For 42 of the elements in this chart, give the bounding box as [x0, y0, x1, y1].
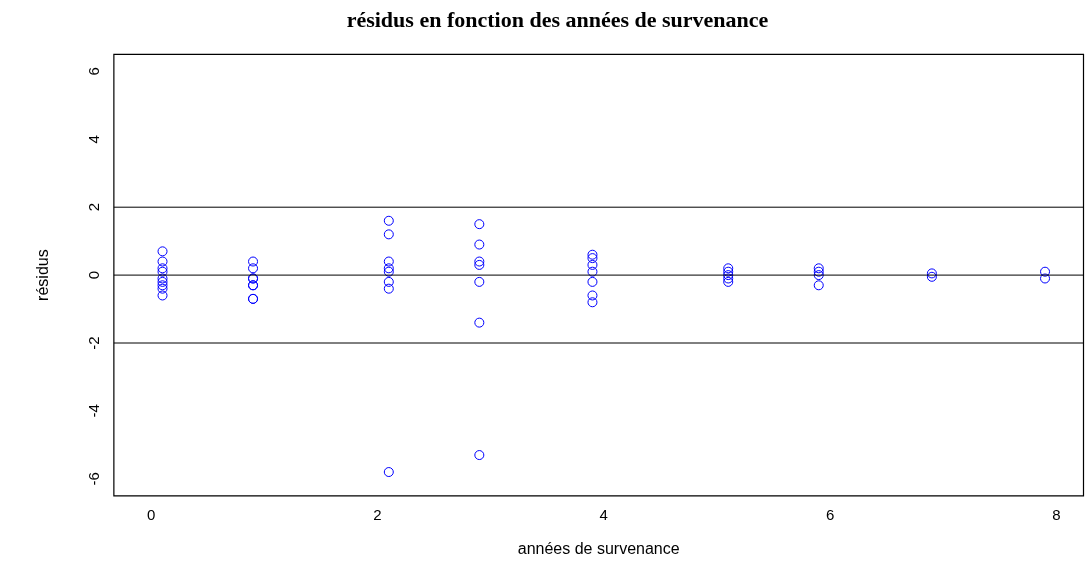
- point: [587, 253, 598, 264]
- y-tick-label: 4: [84, 135, 102, 144]
- point: [813, 270, 824, 281]
- point: [587, 249, 598, 260]
- point: [474, 219, 485, 230]
- x-tick-label: 6: [825, 505, 835, 523]
- y-tick-label: -2: [84, 336, 102, 350]
- point: [1040, 273, 1051, 284]
- y-tick-label: -6: [84, 472, 102, 486]
- point: [248, 256, 259, 267]
- x-tick-label: 0: [147, 505, 156, 523]
- x-axis-title: années de survenance: [517, 539, 680, 557]
- point: [383, 276, 394, 287]
- point: [474, 276, 485, 287]
- point: [1040, 266, 1051, 277]
- point: [587, 266, 598, 277]
- point: [383, 229, 394, 240]
- point: [474, 239, 485, 250]
- x-tick-label: 8: [1052, 505, 1061, 523]
- point: [157, 256, 168, 267]
- point: [383, 467, 394, 478]
- y-tick-label: 6: [84, 67, 102, 76]
- point: [474, 450, 485, 461]
- point: [813, 280, 824, 291]
- chart-title: résidus en fonction des années de survenance: [346, 6, 769, 32]
- point: [383, 283, 394, 294]
- y-tick-label: 2: [84, 203, 102, 212]
- point: [474, 317, 485, 328]
- point: [587, 297, 598, 308]
- point: [157, 246, 168, 257]
- point: [587, 290, 598, 301]
- point: [383, 215, 394, 226]
- point: [587, 259, 598, 270]
- x-tick-label: 4: [599, 505, 608, 523]
- y-tick-label: -4: [84, 404, 102, 418]
- point: [383, 256, 394, 267]
- point: [157, 290, 168, 301]
- y-axis-title: résidus: [34, 249, 52, 301]
- y-tick-label: 0: [84, 270, 102, 280]
- point: [587, 276, 598, 287]
- x-tick-label: 2: [373, 505, 382, 523]
- point: [248, 263, 259, 274]
